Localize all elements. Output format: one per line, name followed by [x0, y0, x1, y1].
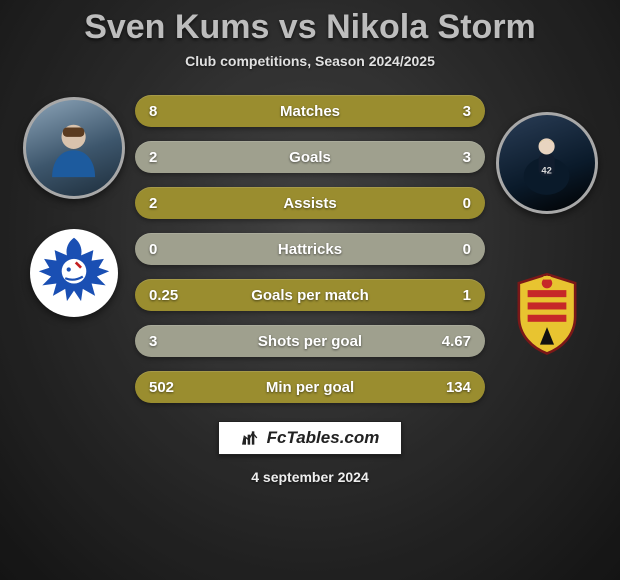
stat-row: 502Min per goal134 — [135, 371, 485, 403]
brand-text: FcTables.com — [267, 428, 380, 448]
player-left-avatar — [23, 97, 125, 199]
player-right-avatar: 42 — [496, 112, 598, 214]
stats-table: 8Matches3 2Goals3 2Assists0 0Hattricks0 0.25… — [135, 87, 485, 403]
stat-right-value: 3 — [429, 103, 471, 120]
stat-left-value: 2 — [149, 149, 191, 166]
crest-left-icon — [30, 229, 118, 317]
left-column — [16, 87, 131, 317]
person-icon — [40, 114, 107, 181]
card: Sven Kums vs Nikola Storm Club competiti… — [0, 0, 620, 580]
person-icon: 42 — [513, 129, 580, 196]
stat-right-value: 1 — [429, 287, 471, 304]
club-left-crest — [30, 229, 118, 317]
stat-left-value: 0.25 — [149, 287, 191, 304]
stat-left-value: 2 — [149, 195, 191, 212]
stat-right-value: 4.67 — [429, 333, 471, 350]
brand-link[interactable]: FcTables.com — [218, 421, 403, 455]
stat-row: 0Hattricks0 — [135, 233, 485, 265]
stat-left-value: 0 — [149, 241, 191, 258]
stat-row: 2Assists0 — [135, 187, 485, 219]
stat-left-value: 502 — [149, 379, 191, 396]
page-subtitle: Club competitions, Season 2024/2025 — [185, 53, 435, 69]
chart-icon — [241, 428, 261, 448]
club-right-crest — [503, 269, 591, 357]
stat-right-value: 3 — [429, 149, 471, 166]
stat-row: 2Goals3 — [135, 141, 485, 173]
stat-left-value: 8 — [149, 103, 191, 120]
stat-row: 3Shots per goal4.67 — [135, 325, 485, 357]
crest-right-icon — [503, 269, 591, 357]
stat-right-value: 0 — [429, 241, 471, 258]
main-row: 8Matches3 2Goals3 2Assists0 0Hattricks0 0.25… — [0, 87, 620, 403]
stat-left-value: 3 — [149, 333, 191, 350]
right-column: 42 — [489, 87, 604, 357]
stat-row: 8Matches3 — [135, 95, 485, 127]
stat-right-value: 134 — [429, 379, 471, 396]
page-title: Sven Kums vs Nikola Storm — [84, 8, 536, 47]
stat-row: 0.25Goals per match1 — [135, 279, 485, 311]
footer: FcTables.com 4 september 2024 — [218, 421, 403, 485]
svg-text:42: 42 — [541, 165, 551, 176]
stat-right-value: 0 — [429, 195, 471, 212]
date-text: 4 september 2024 — [251, 469, 369, 485]
